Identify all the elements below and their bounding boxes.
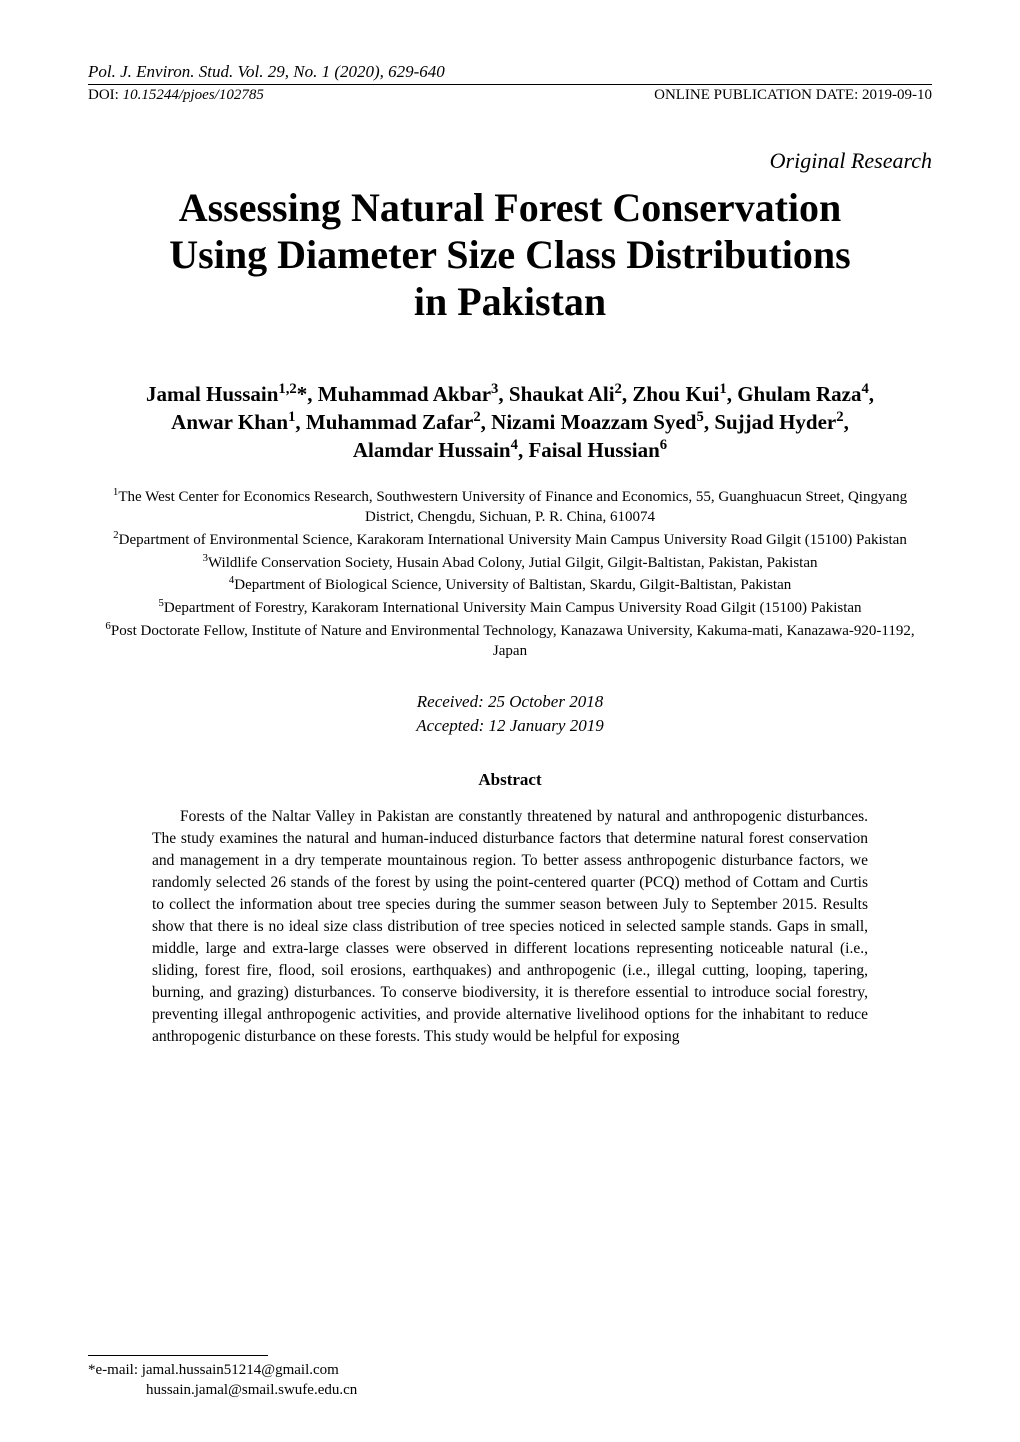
received-date: Received: 25 October 2018 (88, 690, 932, 714)
corresponding-email-1: *e-mail: jamal.hussain51214@gmail.com (88, 1360, 357, 1380)
accepted-date: Accepted: 12 January 2019 (88, 714, 932, 738)
paper-type: Original Research (88, 148, 932, 174)
affiliation-list: 1The West Center for Economics Research,… (88, 485, 932, 663)
doi-value: 10.15244/pjoes/102785 (123, 87, 264, 103)
footnote-rule (88, 1355, 268, 1356)
online-publication-date: ONLINE PUBLICATION DATE: 2019-09-10 (654, 87, 932, 104)
author-list: Jamal Hussain1,2*, Muhammad Akbar3, Shau… (88, 380, 932, 465)
journal-citation: Pol. J. Environ. Stud. Vol. 29, No. 1 (2… (88, 62, 445, 82)
doi: DOI: 10.15244/pjoes/102785 (88, 87, 264, 104)
corresponding-email-2: hussain.jamal@smail.swufe.edu.cn (88, 1380, 357, 1400)
doi-label: DOI: (88, 87, 123, 103)
abstract-body: Forests of the Naltar Valley in Pakistan… (88, 806, 932, 1048)
paper-title: Assessing Natural Forest ConservationUsi… (88, 184, 932, 326)
abstract-heading: Abstract (88, 770, 932, 790)
